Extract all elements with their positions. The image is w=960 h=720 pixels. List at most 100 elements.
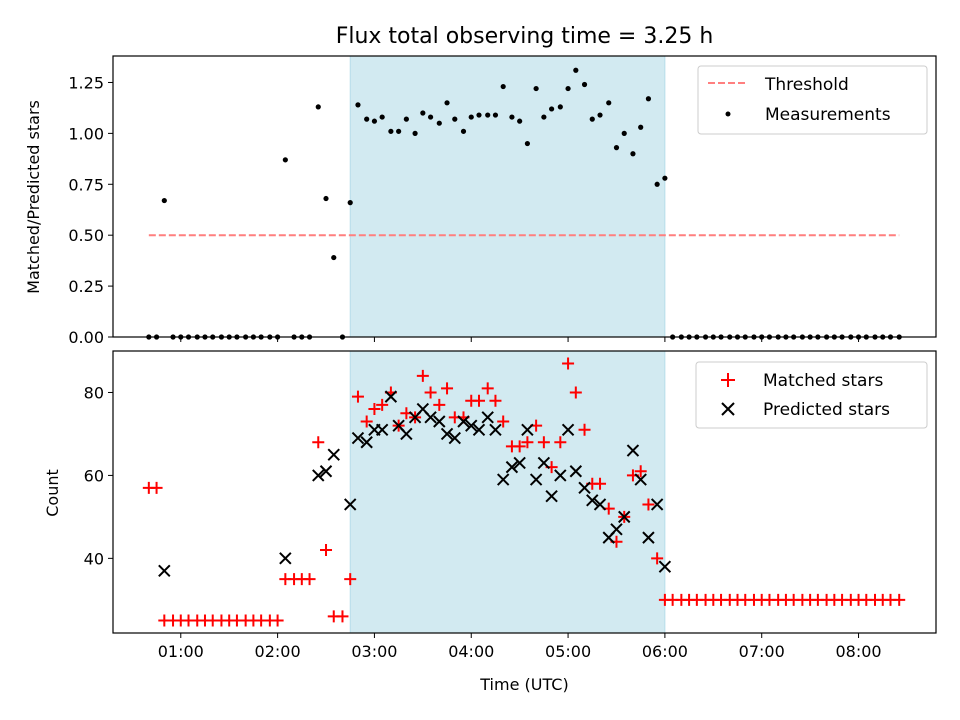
bottom-xtick-label: 08:00 — [835, 642, 881, 661]
measurement-point — [388, 128, 394, 134]
measurement-point — [485, 112, 491, 118]
matched-point — [521, 436, 534, 449]
matched-point — [489, 394, 502, 407]
bottom-legend-box — [695, 361, 928, 429]
predicted-point — [593, 498, 607, 511]
measurement-point — [371, 118, 378, 124]
bottom-plot-area: 40 60 80 01:00 02:00 03:00 04:00 05:00 06:00 07:0… — [84, 350, 937, 661]
bottom-xtick-label: 02:00 — [255, 642, 301, 661]
measurement-point — [427, 114, 434, 120]
matched-point — [497, 415, 510, 428]
predicted-point — [610, 523, 623, 536]
measurement-point — [589, 116, 595, 122]
measurement-point — [524, 140, 531, 147]
bottom-xtick-label: 04:00 — [448, 642, 494, 661]
top-ytick-label: 0.75 — [68, 175, 104, 194]
bottom-series-predicted-stars — [158, 390, 672, 578]
predicted-point — [561, 423, 575, 437]
measurement-point — [355, 102, 361, 108]
measurement-point — [573, 67, 579, 73]
predicted-point — [279, 552, 292, 565]
measurement-point — [161, 197, 167, 204]
matched-point — [537, 436, 550, 449]
matched-point — [893, 593, 906, 606]
measurement-point — [364, 116, 370, 122]
bottom-legend-predicted-label: Predicted stars — [763, 400, 890, 420]
bottom-ytick-label: 60 — [84, 466, 104, 485]
bottom-xtick-label: 03:00 — [351, 642, 397, 661]
predicted-point — [658, 560, 672, 573]
top-legend-measurements-label: Measurements — [765, 105, 891, 125]
measurement-point — [613, 145, 620, 151]
predicted-point — [505, 460, 519, 474]
predicted-point — [440, 427, 454, 441]
predicted-point — [344, 498, 357, 511]
measurement-point — [606, 100, 612, 106]
predicted-point — [448, 431, 461, 445]
measurement-point — [509, 114, 515, 120]
measurement-point — [379, 114, 385, 120]
top-legend-box — [697, 65, 928, 135]
matched-point — [271, 614, 284, 627]
predicted-point — [578, 481, 591, 495]
top-legend-threshold-label: Threshold — [764, 75, 849, 95]
matched-point — [513, 440, 526, 453]
matched-point — [376, 398, 389, 411]
predicted-point — [465, 419, 478, 432]
measurement-point — [396, 128, 402, 134]
top-panel: Flux total observing time = 3.25 h Match… — [24, 24, 937, 347]
bottom-xtick-label: 06:00 — [642, 642, 688, 661]
bottom-axes-frame — [112, 350, 937, 634]
predicted-point — [400, 427, 413, 441]
bottom-ylabel: Count — [43, 469, 62, 517]
matched-point — [562, 357, 575, 370]
predicted-point — [457, 415, 470, 428]
bottom-xlabel: Time (UTC) — [479, 675, 568, 694]
matched-point — [634, 465, 647, 478]
bottom-legend-predicted-swatch — [721, 402, 735, 416]
bottom-xtick-label: 07:00 — [739, 642, 785, 661]
matched-point — [594, 477, 607, 490]
bottom-legend-matched-label: Matched stars — [763, 371, 883, 391]
matched-point — [312, 436, 325, 449]
matched-point — [416, 369, 429, 382]
bottom-xtick-label: 05:00 — [545, 642, 591, 661]
measurement-point — [533, 85, 539, 92]
top-axes-frame — [112, 55, 937, 338]
predicted-point — [569, 465, 583, 478]
measurement-point — [581, 81, 588, 88]
predicted-point — [634, 473, 647, 486]
predicted-point — [554, 469, 567, 482]
bottom-ytick-label: 40 — [84, 549, 104, 568]
matched-point — [360, 415, 373, 428]
measurement-point — [476, 112, 482, 118]
predicted-point — [618, 510, 631, 524]
top-plot-area: 0.00 0.25 0.50 0.75 1.00 1.25 — [68, 55, 937, 347]
predicted-point — [521, 423, 534, 437]
predicted-point — [642, 531, 655, 544]
matched-point — [368, 403, 381, 416]
measurement-point — [452, 116, 458, 122]
bottom-series-matched-stars — [142, 357, 906, 627]
measurement-point — [630, 151, 636, 157]
top-highlight-span — [349, 55, 666, 338]
predicted-point — [489, 423, 502, 437]
measurement-point — [347, 200, 353, 206]
bottom-legend: Matched stars Predicted stars — [695, 361, 928, 429]
predicted-point — [312, 469, 325, 482]
bottom-xtick-label: 01:00 — [158, 642, 204, 661]
predicted-point — [496, 473, 510, 486]
bottom-panel: Time (UTC) Count 40 60 80 01:00 02:00 03:00 04… — [43, 350, 937, 694]
matched-point — [424, 386, 437, 399]
bottom-legend-matched-swatch — [721, 373, 735, 387]
top-legend: Threshold Measurements — [697, 65, 928, 135]
matched-point — [642, 498, 655, 511]
measurement-point — [638, 124, 644, 130]
top-ytick-label: 0.25 — [68, 277, 104, 296]
predicted-point — [650, 498, 664, 511]
bottom-highlight-span — [349, 350, 666, 634]
predicted-point — [586, 494, 599, 507]
matched-point — [433, 398, 446, 411]
predicted-point — [351, 431, 365, 445]
